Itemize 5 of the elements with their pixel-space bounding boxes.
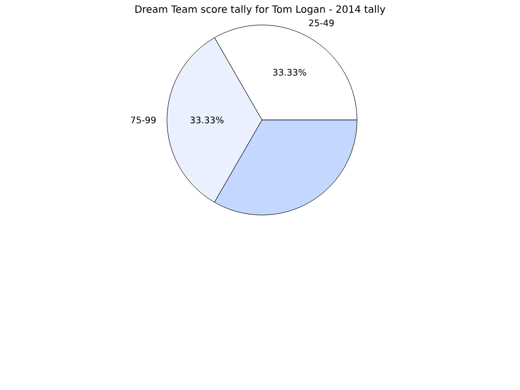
data-label: 33.33% — [190, 116, 224, 124]
data-label: 33.33% — [273, 68, 306, 76]
chart-title: Dream Team score tally for Tom Logan - 2014 tally — [135, 5, 386, 15]
slice-label: 75-99 — [130, 116, 156, 124]
slice-label: 25-49 — [309, 20, 334, 26]
